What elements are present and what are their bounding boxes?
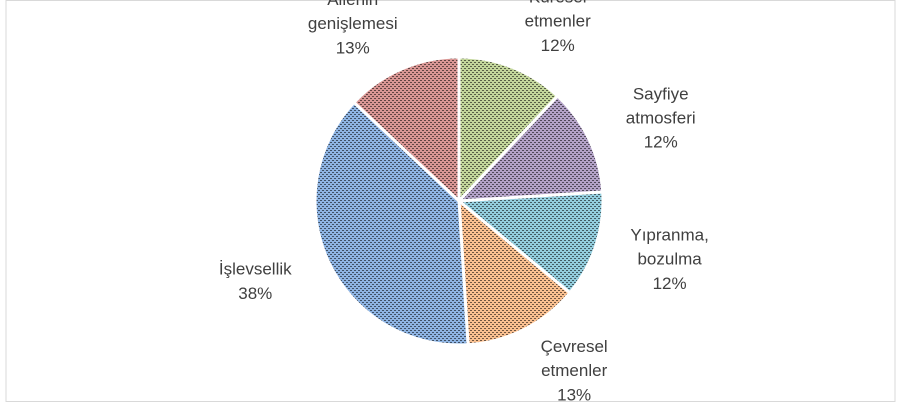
slice-label: Sayfiye atmosferi [626, 85, 696, 128]
slice-label: Çevresel etmenler [541, 338, 608, 381]
slice-label-line: İşlevsellik [219, 260, 292, 279]
slice-label-line: Yıpranma, [630, 226, 708, 245]
slice-label-line: atmosferi [626, 109, 696, 128]
slice-label-line: Çevresel [541, 338, 608, 357]
pie-slice [455, 190, 605, 295]
slice-value-label: 13% [557, 386, 591, 403]
pie-slice [455, 93, 605, 203]
slice-label-line: Küresel [529, 0, 587, 7]
slice-value-label: 12% [644, 133, 678, 152]
pie-slice [457, 197, 573, 347]
slice-label-line: genişlemesi [308, 14, 398, 33]
slice-value-label: 12% [541, 36, 575, 55]
slice-label-line: Ailenin [327, 0, 378, 9]
slice-label-line: Sayfiye [633, 85, 689, 104]
pie-slice [313, 100, 470, 347]
slice-label-line: etmenler [525, 12, 591, 31]
slice-value-label: 38% [238, 284, 272, 303]
pie-slice [351, 55, 461, 205]
slice-label: Ailenin genişlemesi [308, 0, 398, 33]
slice-label: İşlevsellik [219, 260, 292, 279]
slice-value-label: 12% [653, 274, 687, 293]
slice-label: Yıpranma, bozulma [630, 226, 708, 269]
slice-label-line: etmenler [541, 362, 607, 381]
slice-label: Küresel etmenler [525, 0, 591, 31]
pie-slice [457, 55, 560, 205]
slice-label-line: bozulma [637, 250, 702, 269]
slice-value-label: 13% [336, 38, 370, 57]
